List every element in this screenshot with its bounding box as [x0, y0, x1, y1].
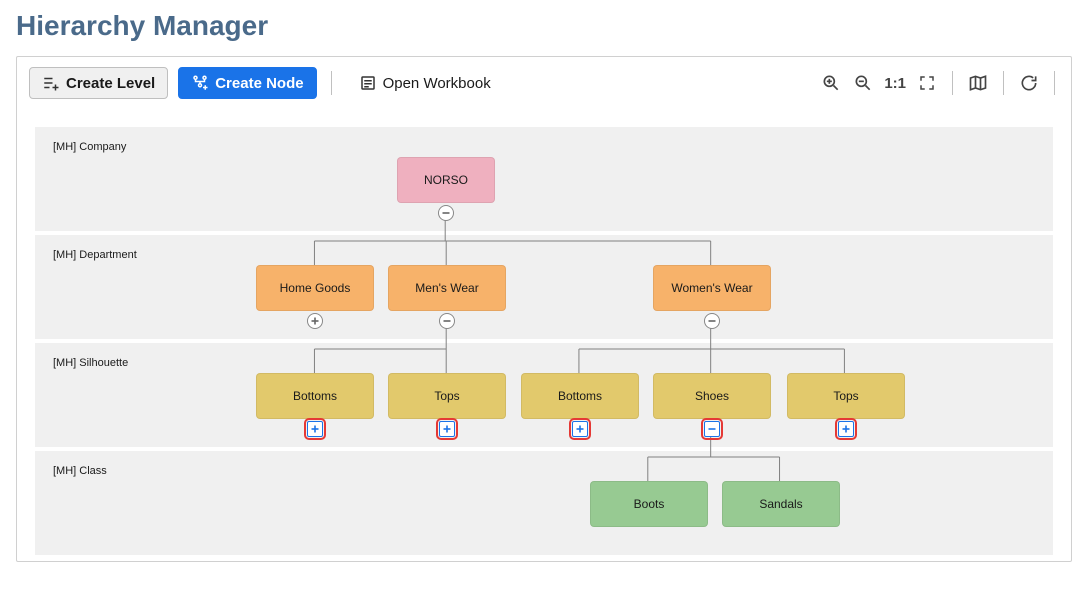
open-workbook-label: Open Workbook — [383, 75, 491, 92]
toolbar: Create Level Create Node Open Workbook 1… — [17, 57, 1071, 109]
level-band: [MH] Company — [35, 127, 1053, 233]
hierarchy-node[interactable]: Bottoms — [256, 373, 374, 419]
toolbar-divider — [331, 71, 332, 95]
level-band: [MH] Class — [35, 451, 1053, 557]
level-band: [MH] Department — [35, 235, 1053, 341]
expand-icon[interactable] — [307, 313, 323, 329]
hierarchy-node[interactable]: NORSO — [397, 157, 495, 203]
hierarchy-node[interactable]: Men's Wear — [388, 265, 506, 311]
toolbar-divider-4 — [1054, 71, 1055, 95]
collapse-icon[interactable] — [704, 313, 720, 329]
collapse-icon[interactable] — [439, 313, 455, 329]
zoom-out-icon[interactable] — [852, 72, 874, 94]
expand-icon[interactable] — [838, 421, 854, 437]
hierarchy-node[interactable]: Home Goods — [256, 265, 374, 311]
create-node-icon — [191, 74, 209, 92]
level-label: [MH] Silhouette — [53, 351, 1035, 373]
hierarchy-node[interactable]: Shoes — [653, 373, 771, 419]
create-level-icon — [42, 74, 60, 92]
zoom-reset-button[interactable]: 1:1 — [884, 72, 906, 94]
collapse-icon[interactable] — [438, 205, 454, 221]
level-label: [MH] Company — [53, 135, 1035, 157]
hierarchy-node[interactable]: Bottoms — [521, 373, 639, 419]
hierarchy-canvas: [MH] Company [MH] Department [MH] Silhouet… — [17, 109, 1071, 561]
refresh-icon[interactable] — [1018, 72, 1040, 94]
create-level-label: Create Level — [66, 75, 155, 92]
create-level-button[interactable]: Create Level — [29, 67, 168, 99]
hierarchy-node[interactable]: Boots — [590, 481, 708, 527]
hierarchy-node[interactable]: Tops — [787, 373, 905, 419]
fullscreen-icon[interactable] — [916, 72, 938, 94]
main-panel: Create Level Create Node Open Workbook 1… — [16, 56, 1072, 562]
level-label: [MH] Class — [53, 459, 1035, 481]
hierarchy-node[interactable]: Sandals — [722, 481, 840, 527]
hierarchy-node[interactable]: Women's Wear — [653, 265, 771, 311]
level-label: [MH] Department — [53, 243, 1035, 265]
page-title: Hierarchy Manager — [0, 0, 1088, 56]
collapse-icon[interactable] — [704, 421, 720, 437]
zoom-in-icon[interactable] — [820, 72, 842, 94]
expand-icon[interactable] — [307, 421, 323, 437]
create-node-label: Create Node — [215, 75, 303, 92]
expand-icon[interactable] — [439, 421, 455, 437]
expand-icon[interactable] — [572, 421, 588, 437]
toolbar-divider-2 — [952, 71, 953, 95]
map-icon[interactable] — [967, 72, 989, 94]
workbook-icon — [359, 74, 377, 92]
hierarchy-node[interactable]: Tops — [388, 373, 506, 419]
create-node-button[interactable]: Create Node — [178, 67, 316, 99]
toolbar-divider-3 — [1003, 71, 1004, 95]
open-workbook-button[interactable]: Open Workbook — [346, 67, 504, 99]
